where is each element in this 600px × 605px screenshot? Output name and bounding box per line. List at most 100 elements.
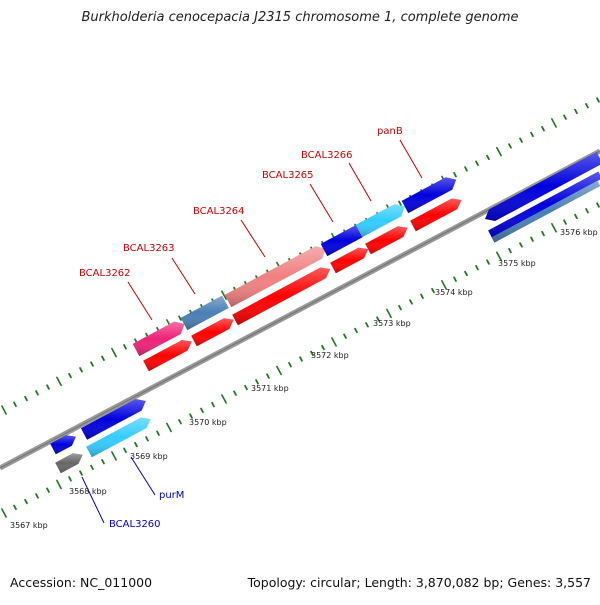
tick-mark	[310, 350, 314, 356]
gene-feature-shade	[50, 435, 76, 455]
cds-feature-shade	[410, 198, 462, 232]
label-leader-line	[348, 162, 372, 202]
tick-mark	[101, 459, 105, 465]
gene-label-bcal3260[interactable]: BCAL3260	[109, 519, 161, 530]
tick-mark	[68, 476, 72, 482]
accession-text: Accession: NC_011000	[10, 575, 153, 590]
gene-feature-shade	[80, 399, 146, 440]
tick-mark	[321, 344, 325, 351]
gene-bcal3265-feature-shade	[320, 224, 363, 257]
tick-mark	[486, 259, 490, 265]
tick-mark	[200, 407, 204, 413]
tick-mark	[563, 114, 567, 120]
tick-mark	[475, 160, 479, 166]
tick-mark	[496, 251, 502, 262]
tick-mark	[596, 202, 600, 208]
tick-mark	[574, 108, 578, 115]
label-leaders	[81, 139, 423, 524]
tick-mark	[189, 413, 193, 419]
tick-mark	[420, 293, 424, 299]
kbp-label: 3568 kbp	[69, 487, 107, 496]
tick-mark	[398, 305, 402, 311]
cds-feature-shade	[191, 318, 234, 347]
tick-mark	[331, 337, 337, 347]
tick-mark	[13, 504, 17, 510]
tick-mark	[508, 143, 512, 149]
tick-mark	[541, 230, 545, 237]
tick-mark	[266, 373, 270, 379]
tick-mark	[46, 384, 50, 390]
gene-panb-feature-shade	[401, 177, 457, 214]
tick-mark	[123, 344, 127, 350]
cds-feature-shade	[330, 247, 369, 274]
gene-labels: BCAL3262 BCAL3263 BCAL3264 BCAL3265 BCAL…	[79, 126, 403, 530]
tick-mark	[255, 379, 259, 385]
label-leader-line	[127, 281, 153, 321]
gene-label-bcal3266[interactable]: BCAL3266	[301, 150, 353, 161]
gene-purm-feature-shade	[86, 417, 151, 458]
tick-mark	[166, 422, 172, 433]
tick-mark	[551, 118, 557, 128]
tick-mark	[221, 290, 227, 300]
label-leader-line	[240, 219, 266, 258]
tick-mark	[24, 395, 28, 402]
tick-mark	[145, 436, 149, 442]
gene-label-bcal3262[interactable]: BCAL3262	[79, 268, 131, 279]
tick-mark	[530, 236, 534, 242]
feature-track	[50, 151, 600, 474]
tick-mark	[111, 347, 117, 358]
tick-mark	[453, 171, 457, 178]
tick-mark	[79, 470, 83, 476]
kbp-label: 3576 kbp	[560, 228, 598, 237]
genome-summary-text: Topology: circular; Length: 3,870,082 bp…	[247, 575, 591, 590]
tick-mark	[46, 487, 50, 493]
tick-mark	[35, 390, 39, 396]
kbp-scale-labels: 3567 kbp 3568 kbp 3569 kbp 3570 kbp 3571…	[10, 228, 598, 530]
gene-label-panb[interactable]: panB	[377, 126, 403, 137]
page-title: Burkholderia cenocepacia J2315 chromosom…	[81, 10, 519, 25]
gene-label-bcal3265[interactable]: BCAL3265	[262, 170, 314, 181]
tick-mark	[221, 394, 227, 404]
tick-mark	[79, 367, 83, 373]
tick-mark	[496, 146, 502, 157]
gene-label-purm[interactable]: purM	[159, 490, 184, 501]
kbp-label: 3571 kbp	[251, 384, 289, 393]
tick-mark	[596, 97, 600, 103]
gene-feature-shade	[485, 151, 600, 221]
tick-mark	[585, 103, 589, 109]
gene-label-bcal3263[interactable]: BCAL3263	[123, 243, 175, 254]
tick-mark	[563, 219, 567, 225]
tick-mark	[276, 365, 282, 376]
tick-mark	[551, 223, 557, 233]
cds-feature-shade	[232, 267, 331, 326]
tick-mark	[530, 131, 534, 138]
tick-mark	[1, 405, 7, 415]
tick-mark	[35, 493, 39, 499]
tick-mark	[441, 280, 447, 290]
tick-mark	[244, 384, 248, 391]
label-leader-line	[81, 476, 105, 524]
gene-label-bcal3264[interactable]: BCAL3264	[193, 206, 245, 217]
tick-mark	[90, 361, 94, 367]
tick-mark	[13, 401, 17, 407]
tick-mark	[541, 126, 545, 132]
tick-mark	[211, 401, 215, 408]
tick-mark	[123, 447, 127, 453]
tick-mark	[486, 154, 490, 161]
tick-mark	[475, 265, 479, 271]
tick-mark	[178, 419, 182, 425]
tick-mark	[101, 355, 105, 361]
tick-mark	[1, 508, 7, 518]
tick-mark	[56, 479, 62, 490]
cds-feature-shade	[143, 339, 192, 372]
tick-mark	[354, 327, 358, 334]
kbp-label: 3573 kbp	[373, 319, 411, 328]
kbp-label: 3574 kbp	[435, 288, 473, 297]
tick-mark	[233, 390, 237, 396]
gene-feature-shade	[488, 171, 600, 238]
tick-mark	[178, 315, 182, 321]
tick-mark	[585, 208, 589, 214]
tick-mark	[299, 356, 303, 362]
tick-mark	[56, 376, 62, 387]
label-leader-line	[309, 183, 334, 223]
